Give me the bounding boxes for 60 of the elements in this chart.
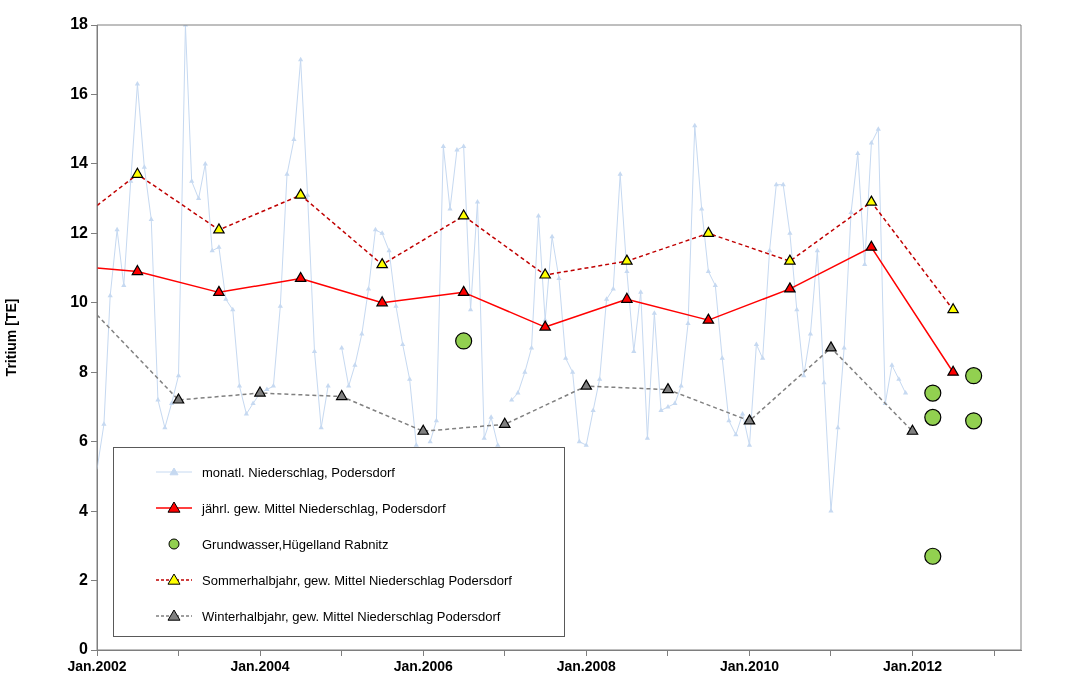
point (702, 226, 715, 237)
point (662, 382, 674, 394)
y-tick-label: 2 (79, 570, 89, 588)
x-tick-label: Jan.2004 (230, 658, 290, 675)
point (376, 296, 388, 307)
point (376, 257, 388, 269)
legend-label: Winterhalbjahr, gew. Mittel Niederschlag Podersdorf (202, 608, 501, 624)
y-tick-label: 6 (79, 432, 89, 450)
point (539, 268, 551, 279)
y-tick-label: 12 (70, 223, 89, 241)
point (131, 264, 144, 276)
point (254, 386, 266, 397)
x-tick-label: Jan.2002 (67, 658, 127, 675)
point (702, 313, 715, 324)
point (294, 271, 307, 283)
point (580, 379, 593, 390)
point (924, 384, 942, 402)
y-tick-label: 8 (79, 362, 89, 380)
legend-label: Grundwasser,Hügelland Rabnitz (202, 536, 389, 552)
point (947, 303, 959, 314)
legend-label: Sommerhalbjahr, gew. Mittel Niederschlag Podersdorf (202, 572, 512, 588)
point (417, 424, 430, 435)
point (335, 389, 348, 401)
y-tick-label: 4 (79, 501, 89, 519)
point (825, 341, 837, 352)
legend-label: monatl. Niederschlag, Podersdorf (202, 464, 395, 480)
point (865, 240, 878, 251)
x-tick-label: Jan.2012 (882, 658, 943, 675)
point (743, 414, 756, 425)
y-tick-label: 18 (70, 15, 89, 33)
y-tick-label: 0 (79, 640, 89, 658)
point (457, 209, 470, 220)
point (865, 195, 878, 206)
x-tick-label: Jan.2010 (719, 658, 780, 675)
x-tick-label: Jan.2006 (393, 658, 454, 675)
point (621, 292, 633, 303)
point (965, 412, 983, 430)
point (784, 254, 796, 265)
point (457, 285, 470, 296)
point (213, 285, 225, 296)
point (947, 365, 959, 376)
x-tick-label: Jan.2008 (556, 658, 617, 675)
point (131, 167, 144, 178)
y-tick-label: 16 (70, 84, 89, 102)
point (924, 408, 942, 426)
y-axis-title: Tritium [TE] (3, 298, 20, 377)
point (539, 320, 551, 331)
point (213, 223, 225, 234)
legend-label: jährl. gew. Mittel Niederschlag, Podersdorf (202, 500, 446, 516)
point (172, 393, 185, 404)
point (498, 417, 511, 428)
point (784, 282, 796, 293)
point (621, 254, 633, 265)
y-tick-label: 14 (70, 154, 89, 172)
point (294, 188, 307, 199)
point (906, 424, 919, 435)
point (965, 367, 983, 385)
point (455, 332, 473, 350)
point (924, 547, 942, 565)
y-tick-label: 10 (70, 293, 89, 311)
